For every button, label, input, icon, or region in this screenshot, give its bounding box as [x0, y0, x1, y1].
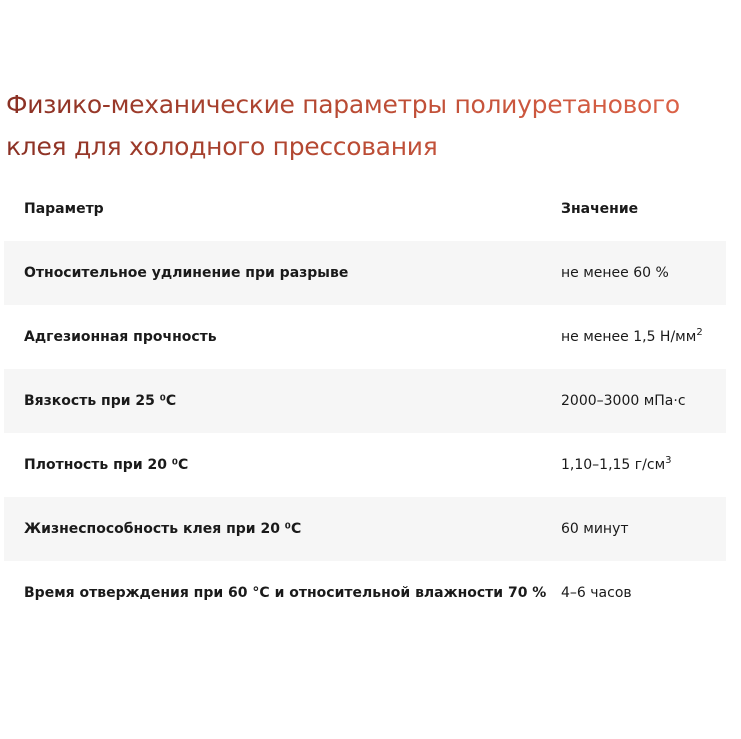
- table-row: Вязкость при 25 ⁰С 2000–3000 мПа·с: [4, 369, 726, 433]
- row-value: 1,10–1,15 г/см3: [561, 455, 672, 474]
- table-row: Адгезионная прочность не менее 1,5 Н/мм2: [4, 305, 726, 369]
- table-header-row: Параметр Значение: [4, 177, 726, 241]
- row-value: 4–6 часов: [561, 585, 632, 601]
- row-value: 60 минут: [561, 521, 629, 537]
- header-value: Значение: [561, 201, 639, 217]
- row-param: Адгезионная прочность: [24, 329, 217, 345]
- row-param: Жизнеспособность клея при 20 ⁰С: [24, 521, 302, 537]
- page-title: Физико-механические параметры полиуретан…: [6, 84, 736, 168]
- table-row: Жизнеспособность клея при 20 ⁰С 60 минут: [4, 497, 726, 561]
- table-row: Плотность при 20 ⁰С 1,10–1,15 г/см3: [4, 433, 726, 497]
- row-param: Вязкость при 25 ⁰С: [24, 393, 177, 409]
- table-row: Время отверждения при 60 °С и относитель…: [4, 561, 726, 625]
- table-row: Относительное удлинение при разрыве не м…: [4, 241, 726, 305]
- row-value: 2000–3000 мПа·с: [561, 393, 686, 409]
- row-value: не менее 60 %: [561, 265, 669, 281]
- row-param: Плотность при 20 ⁰С: [24, 457, 189, 473]
- header-param: Параметр: [24, 201, 104, 217]
- row-param: Время отверждения при 60 °С и относитель…: [24, 585, 547, 601]
- parameters-table: Параметр Значение Относительное удлинени…: [4, 177, 726, 625]
- row-param: Относительное удлинение при разрыве: [24, 265, 349, 281]
- row-value: не менее 1,5 Н/мм2: [561, 327, 703, 346]
